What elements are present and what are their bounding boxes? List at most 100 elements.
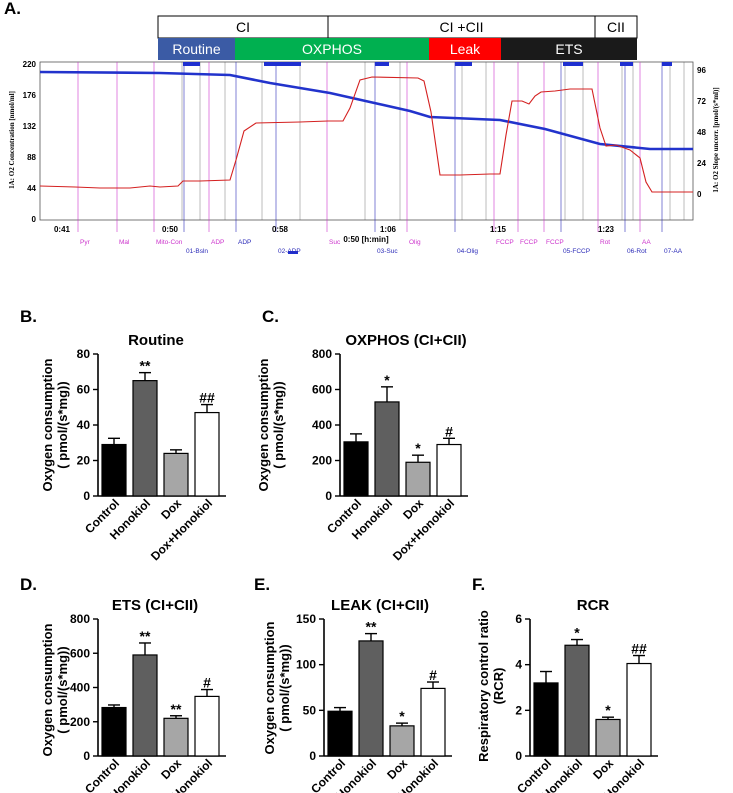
bar-dox-plus-honokiol [626, 662, 652, 757]
left-tick-label: 220 [23, 60, 37, 69]
mark-bar-top [455, 62, 472, 66]
bar-dox [595, 718, 621, 757]
bar-honokiol [374, 401, 400, 497]
y-tick-label: 0 [325, 489, 332, 503]
category-label: Dox+Honokiol [374, 756, 441, 793]
event-label: 04-Olig [457, 248, 478, 255]
significance-mark: ** [140, 358, 151, 374]
significance-mark: # [445, 423, 453, 439]
panel-letter: C. [262, 307, 279, 326]
bar-control [327, 710, 353, 757]
panel-letter: F. [472, 575, 485, 594]
x-tick-label: 1:23 [598, 225, 615, 234]
mark-bar-top [375, 62, 389, 66]
significance-mark: ## [199, 390, 215, 406]
bar-dox [405, 461, 431, 497]
mark-bar-top [183, 62, 200, 66]
event-label: Mito-Con [156, 239, 183, 246]
phase-bottom-box [429, 38, 501, 60]
mark-bar-bottom [288, 251, 298, 254]
event-label: 05-FCCP [563, 248, 590, 255]
mark-bar-top [620, 62, 633, 66]
trace-event-lines [77, 62, 685, 232]
significance-mark: * [384, 372, 390, 388]
x-tick-label: 1:15 [490, 225, 507, 234]
x-tick-label: 0:50 [162, 225, 179, 234]
y-axis-title-line: ( pmol/(s*mg)) [55, 381, 70, 468]
category-label: Dox+Honokiol [148, 756, 215, 793]
y-tick-label: 0 [83, 749, 90, 763]
trace-x-axis-ticks: 0:41 0:50 0:58 1:06 1:15 1:23 [54, 225, 615, 234]
y-tick-label: 6 [515, 612, 522, 626]
event-label: FCCP [546, 239, 564, 246]
significance-mark: * [574, 625, 580, 641]
y-axis-title-line: Oxygen consumption [262, 621, 277, 754]
y-axis-title: Respiratory control ratio(RCR) [476, 610, 506, 762]
category-label: Dox+Honokiol [580, 756, 647, 793]
event-label: 01-Bsln [186, 248, 208, 255]
bar-chart-b: B. Routine Oxygen consumption( pmol/(s*mg)… [20, 307, 226, 563]
significance-mark: # [203, 675, 211, 691]
event-label: Rot [600, 239, 610, 246]
panel-letter: B. [20, 307, 37, 326]
bar-control [533, 682, 559, 757]
significance-mark: * [605, 702, 611, 718]
phase-bottom-box [235, 38, 429, 60]
bar-dox-plus-honokiol [194, 695, 220, 757]
mark-bar-top [264, 62, 301, 66]
phase-top-label: CI [236, 19, 250, 35]
significance-mark: * [399, 708, 405, 724]
right-tick-label: 24 [697, 159, 706, 168]
trace-right-axis-ticks: 96 72 48 24 0 [697, 66, 706, 199]
chart-title: RCR [577, 597, 610, 614]
left-axis-title: 1A: O2 Concentration [nmol/ml] [8, 91, 16, 189]
y-axis-title-line: ( pmol/(s*mg)) [277, 644, 292, 731]
event-label: 07-AA [664, 248, 683, 255]
bar-dox-plus-honokiol [420, 687, 446, 757]
y-axis-title-line: ( pmol/(s*mg)) [271, 381, 286, 468]
chart-title: ETS (CI+CII) [112, 597, 198, 614]
x-tick-label: 1:06 [380, 225, 397, 234]
y-tick-label: 600 [312, 383, 332, 397]
significance-mark: ** [171, 701, 182, 717]
bar-chart-d: D. ETS (CI+CII) Oxygen consumption( pmol/(… [20, 575, 226, 793]
y-tick-label: 200 [70, 715, 90, 729]
bar-dox [163, 717, 189, 757]
y-tick-label: 400 [70, 681, 90, 695]
right-tick-label: 48 [697, 128, 706, 137]
left-tick-label: 44 [27, 184, 36, 193]
category-label: Dox [158, 496, 184, 522]
mark-bar-top [563, 62, 583, 66]
event-label: 06-Rot [627, 248, 647, 255]
significance-mark: ** [366, 619, 377, 635]
event-label: AA [642, 239, 651, 246]
event-label: 03-Suc [377, 248, 398, 255]
y-axis-title-line: (RCR) [491, 668, 506, 705]
y-axis-title-line: Oxygen consumption [256, 358, 271, 491]
phase-top-label: CII [607, 19, 625, 35]
y-tick-label: 2 [515, 703, 522, 717]
phase-bottom-label: ETS [555, 41, 582, 57]
right-tick-label: 96 [697, 66, 706, 75]
y-tick-label: 0 [515, 749, 522, 763]
bar-control [101, 443, 127, 497]
bar-honokiol [132, 380, 158, 497]
phase-top-row: CI CI +CII CII [157, 15, 638, 39]
y-tick-label: 60 [77, 383, 91, 397]
y-tick-label: 150 [296, 612, 316, 626]
phase-bottom-label: Routine [172, 41, 220, 57]
panel-letter: D. [20, 575, 37, 594]
right-tick-label: 72 [697, 97, 706, 106]
y-axis-title-line: ( pmol/(s*mg)) [55, 646, 70, 733]
left-tick-label: 132 [23, 122, 37, 131]
y-tick-label: 80 [77, 347, 91, 361]
y-tick-label: 100 [296, 658, 316, 672]
y-axis-title: Oxygen consumption( pmol/(s*mg)) [262, 621, 292, 754]
event-label: FCCP [520, 239, 538, 246]
bar-chart-c: C. OXPHOS (CI+CII) Oxygen consumption( pmo… [256, 307, 468, 563]
panel-a-oxygraph-trace: A. CI CI +CII CII Routine OXPHOS Leak ETS 220… [4, 0, 720, 255]
